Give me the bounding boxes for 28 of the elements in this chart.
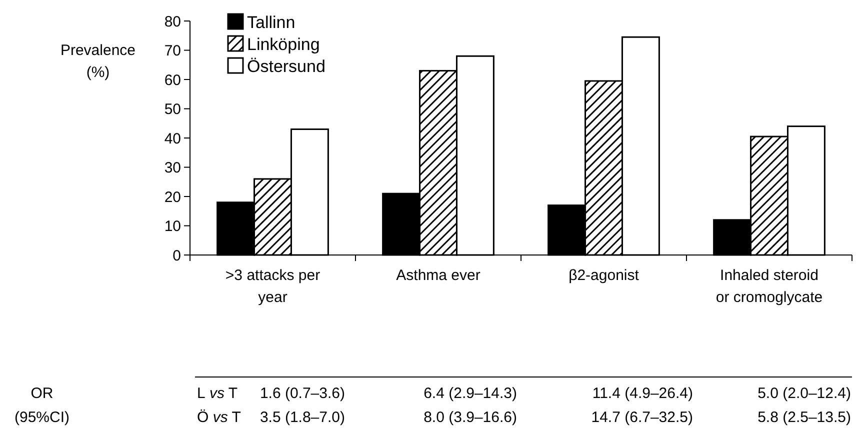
legend-label: Östersund: [247, 56, 326, 76]
y-tick-label: 30: [164, 160, 181, 176]
text: 5.8 (2.5–13.5): [758, 409, 851, 426]
y-tick-label: 60: [164, 72, 181, 89]
y-tick-label: 10: [164, 218, 181, 235]
text: Ö vs T: [197, 409, 241, 426]
text: 1.6 (0.7–3.6): [260, 385, 345, 402]
y-tick-label: 20: [164, 188, 181, 206]
text: 3.5 (1.8–7.0): [260, 409, 345, 426]
text: 6.4 (2.9–14.3): [424, 385, 517, 402]
x-tick-label: Asthma ever: [396, 267, 480, 284]
text: 14.7 (6.7–32.5): [591, 409, 693, 426]
x-tick-label: >3 attacks per year: [225, 267, 320, 306]
y-tick-label: 40: [164, 130, 181, 148]
legend-label: Linköping: [247, 34, 320, 54]
y-tick-label: 70: [164, 42, 181, 60]
text: 11.4 (4.9–26.4): [592, 385, 693, 402]
text: OR (95%CI): [14, 385, 70, 426]
x-tick-label: β2-agonist: [568, 267, 640, 284]
x-tick-label: Inhaled steroid or cromoglycate: [716, 267, 823, 306]
text: L vs T: [197, 385, 238, 402]
y-tick-label: 0: [172, 247, 181, 264]
y-axis-title: Prevalence (%): [60, 42, 136, 81]
text: 8.0 (3.9–16.6): [424, 409, 517, 426]
legend-label: Tallinn: [247, 12, 296, 32]
y-tick-label: 80: [164, 13, 181, 30]
text: 5.0 (2.0–12.4): [758, 385, 851, 402]
y-tick-label: 50: [164, 101, 181, 118]
